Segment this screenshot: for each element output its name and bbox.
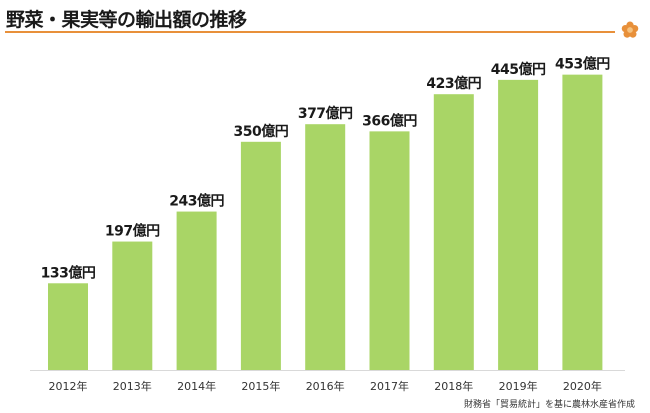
bar-2017年	[369, 131, 410, 370]
data-label: 423億円	[426, 75, 481, 92]
x-tick-label: 2012年	[49, 379, 88, 393]
page-title: 野菜・果実等の輸出額の推移	[6, 9, 247, 31]
data-label: 453億円	[555, 56, 610, 73]
data-label: 445億円	[491, 61, 546, 78]
title-underline	[5, 31, 615, 33]
data-label: 243億円	[169, 193, 224, 210]
bar-2018年	[433, 94, 474, 370]
bar-2015年	[240, 141, 281, 370]
data-label: 377億円	[298, 105, 353, 122]
x-tick-label: 2019年	[499, 379, 538, 393]
bar-2012年	[48, 283, 88, 370]
x-tick-label: 2014年	[177, 379, 216, 393]
data-label: 350億円	[234, 123, 289, 140]
flower-icon	[621, 21, 639, 38]
data-label: 366億円	[362, 112, 417, 129]
x-tick-label: 2013年	[113, 379, 152, 393]
bar-2019年	[498, 79, 539, 371]
x-tick-label: 2018年	[434, 379, 473, 393]
x-tick-label: 2016年	[306, 379, 345, 393]
x-tick-label: 2020年	[563, 379, 602, 393]
x-tick-label: 2015年	[241, 379, 280, 393]
data-label: 133億円	[41, 264, 96, 281]
bar-2020年	[562, 74, 603, 371]
bar-2013年	[112, 241, 153, 370]
source-note: 財務省「貿易統計」を基に農林水産省作成	[463, 400, 635, 410]
data-label: 197億円	[105, 223, 160, 240]
bar-2016年	[305, 124, 346, 370]
bar-2014年	[176, 211, 217, 370]
x-tick-label: 2017年	[370, 379, 409, 393]
